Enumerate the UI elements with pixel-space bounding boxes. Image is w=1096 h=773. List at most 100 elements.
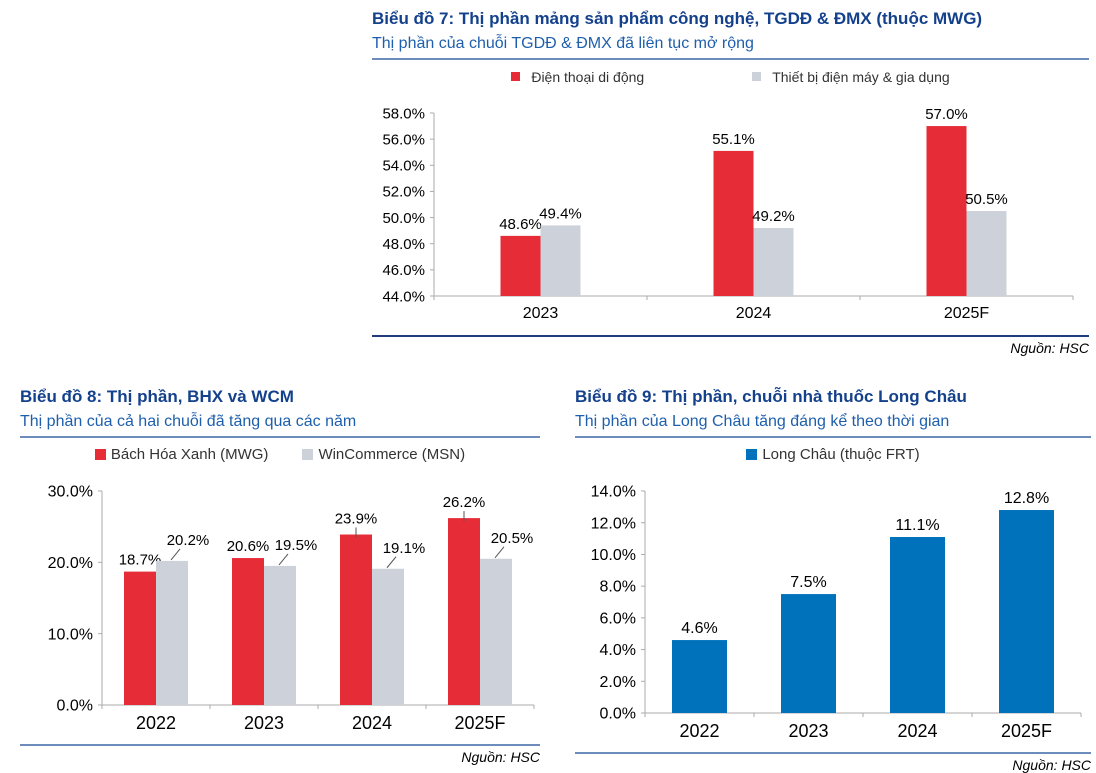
value-label: 55.1% bbox=[712, 131, 755, 148]
bar bbox=[966, 211, 1007, 296]
y-tick-label: 58.0% bbox=[382, 105, 425, 122]
chart-7-source-credit: Nguồn: HSC bbox=[1010, 340, 1089, 356]
bar bbox=[448, 518, 480, 705]
bar bbox=[340, 534, 372, 705]
y-tick-label: 56.0% bbox=[382, 131, 425, 148]
legend-label: Bách Hóa Xanh (MWG) bbox=[110, 446, 269, 463]
legend-label: Thiết bị điện máy & gia dụng bbox=[772, 68, 950, 85]
bar bbox=[156, 560, 188, 705]
bar bbox=[926, 126, 967, 296]
x-category-label: 2022 bbox=[679, 721, 719, 741]
chart-8-subtitle: Thị phần của cả hai chuỗi đã tăng qua cá… bbox=[20, 413, 357, 430]
plot-svg: 0.0% 2.0% 4.0% 6.0% 8.0% 10.0% 12.0% 14.0% 2022 2… bbox=[591, 484, 1082, 741]
chart-8-footer-rule bbox=[20, 744, 540, 746]
chart-8-subtitle-rule bbox=[20, 436, 540, 438]
x-category-label: 2024 bbox=[897, 721, 937, 741]
legend-item: Bách Hóa Xanh (MWG) bbox=[94, 446, 269, 463]
chart-8-title: Biểu đồ 8: Thị phần, BHX và WCM bbox=[20, 387, 294, 406]
chart-9-title: Biểu đồ 9: Thị phần, chuỗi nhà thuốc Lon… bbox=[575, 387, 967, 406]
legend-item: Điện thoại di động bbox=[511, 69, 644, 85]
bar bbox=[781, 594, 836, 713]
chart-7-bar-plot: 44.0% 46.0% 48.0% 50.0% 52.0% 54.0% 56.0% 58.0%… bbox=[372, 87, 1089, 331]
bar bbox=[672, 640, 727, 713]
x-category-label: 2025F bbox=[1001, 721, 1052, 741]
value-label: 23.9% bbox=[335, 511, 378, 528]
legend-swatch-icon bbox=[302, 449, 314, 460]
bar bbox=[232, 558, 264, 705]
value-label: 50.5% bbox=[965, 191, 1008, 208]
chart-8-card: Biểu đồ 8: Thị phần, BHX và WCM Thị phần… bbox=[20, 386, 540, 765]
legend-label: Long Châu (thuộc FRT) bbox=[762, 446, 920, 463]
value-label: 48.6% bbox=[499, 216, 542, 233]
legend-label: WinCommerce (MSN) bbox=[318, 446, 466, 463]
y-tick-label: 44.0% bbox=[382, 288, 425, 305]
chart-8-bar-plot: 0.0% 10.0% 20.0% 30.0% 2022 2023 2024 2025F 18.7… bbox=[20, 465, 540, 740]
legend-swatch-icon bbox=[511, 72, 521, 81]
value-label: 49.4% bbox=[539, 205, 582, 222]
y-tick-label: 10.0% bbox=[591, 547, 636, 564]
y-tick-label: 50.0% bbox=[382, 210, 425, 227]
chart-7-card: Biểu đồ 7: Thị phần mảng sản phẩm công n… bbox=[372, 8, 1089, 356]
x-category-label: 2022 bbox=[136, 713, 176, 733]
value-label: 20.2% bbox=[167, 532, 210, 549]
value-label: 11.1% bbox=[895, 517, 939, 534]
chart-9-footer-rule bbox=[575, 752, 1091, 754]
y-tick-label: 2.0% bbox=[600, 674, 636, 691]
x-category-label: 2025F bbox=[944, 305, 990, 322]
value-label: 19.1% bbox=[383, 540, 426, 557]
bar bbox=[540, 225, 581, 296]
chart-7-legend: Điện thoại di động Thiết bị điện máy & gi… bbox=[372, 68, 1089, 85]
x-category-label: 2023 bbox=[244, 713, 284, 733]
x-category-label: 2025F bbox=[454, 713, 505, 733]
value-label: 7.5% bbox=[790, 574, 826, 591]
x-category-label: 2023 bbox=[523, 305, 559, 322]
legend-swatch-icon bbox=[752, 72, 762, 81]
y-tick-label: 20.0% bbox=[48, 555, 93, 572]
chart-9-subtitle: Thị phần của Long Châu tăng đáng kể theo… bbox=[575, 413, 950, 430]
bar bbox=[124, 571, 156, 705]
value-label: 57.0% bbox=[925, 106, 968, 123]
y-tick-label: 8.0% bbox=[600, 579, 636, 596]
y-tick-label: 14.0% bbox=[591, 484, 636, 501]
x-category-label: 2024 bbox=[352, 713, 392, 733]
bar bbox=[372, 568, 404, 705]
y-tick-label: 12.0% bbox=[591, 515, 636, 532]
bar bbox=[500, 235, 541, 296]
y-tick-label: 54.0% bbox=[382, 158, 425, 175]
value-label: 20.6% bbox=[227, 538, 270, 555]
y-tick-label: 52.0% bbox=[382, 184, 425, 201]
bar bbox=[890, 536, 945, 713]
value-label: 20.5% bbox=[491, 530, 534, 547]
legend-item: WinCommerce (MSN) bbox=[302, 446, 465, 463]
value-label: 12.8% bbox=[1004, 490, 1049, 507]
bar bbox=[480, 558, 512, 705]
chart-9-subtitle-rule bbox=[575, 436, 1091, 438]
chart-8-legend: Bách Hóa Xanh (MWG) WinCommerce (MSN) bbox=[20, 446, 540, 463]
x-category-label: 2023 bbox=[788, 721, 828, 741]
value-label: 18.7% bbox=[119, 552, 162, 569]
bar bbox=[753, 228, 794, 296]
legend-swatch-icon bbox=[94, 449, 106, 460]
value-label: 19.5% bbox=[275, 537, 318, 554]
y-tick-label: 48.0% bbox=[382, 236, 425, 253]
chart-9-card: Biểu đồ 9: Thị phần, chuỗi nhà thuốc Lon… bbox=[575, 386, 1091, 773]
bar bbox=[999, 510, 1054, 713]
bar bbox=[264, 565, 296, 705]
legend-item: Thiết bị điện máy & gia dụng bbox=[752, 68, 950, 85]
y-tick-label: 10.0% bbox=[48, 626, 93, 643]
legend-label: Điện thoại di động bbox=[531, 68, 645, 85]
y-tick-label: 30.0% bbox=[48, 484, 93, 501]
chart-8-source-credit: Nguồn: HSC bbox=[461, 749, 540, 765]
value-label: 49.2% bbox=[752, 208, 795, 225]
legend-item: Long Châu (thuộc FRT) bbox=[746, 446, 920, 463]
legend-swatch-icon bbox=[746, 449, 758, 460]
value-label: 4.6% bbox=[681, 620, 717, 637]
y-tick-label: 6.0% bbox=[600, 610, 636, 627]
chart-7-subtitle: Thị phần của chuỗi TGDĐ & ĐMX đã liên tụ… bbox=[372, 35, 754, 52]
chart-7-title: Biểu đồ 7: Thị phần mảng sản phẩm công n… bbox=[372, 9, 983, 28]
y-tick-label: 0.0% bbox=[57, 698, 93, 715]
chart-7-subtitle-rule bbox=[372, 58, 1089, 60]
x-category-label: 2024 bbox=[736, 305, 772, 322]
y-tick-label: 4.0% bbox=[600, 642, 636, 659]
